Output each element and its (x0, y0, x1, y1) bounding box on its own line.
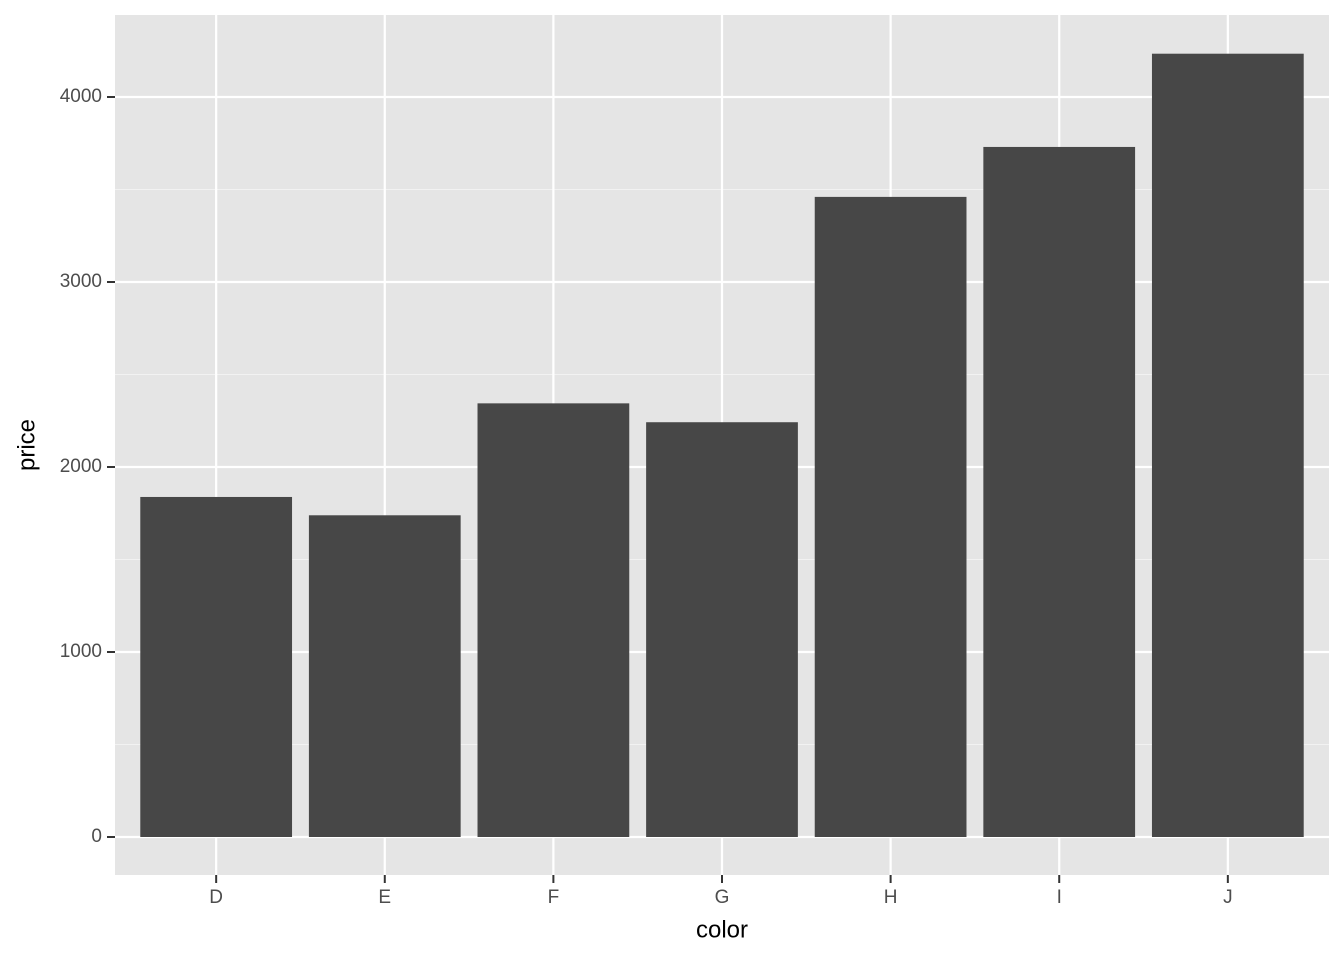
bar (1151, 53, 1304, 838)
y-axis-title: price (13, 419, 40, 471)
bar (646, 422, 798, 838)
x-tick-label: H (884, 887, 898, 908)
x-tick-label: I (1057, 887, 1062, 908)
y-tick-label: 3000 (60, 271, 102, 292)
x-tick-label: E (378, 887, 391, 908)
x-axis-title: color (696, 916, 748, 943)
bar (140, 496, 293, 838)
y-tick-label: 1000 (60, 641, 102, 662)
bar (983, 146, 1136, 838)
bar (477, 403, 630, 838)
y-tick-label: 4000 (60, 86, 102, 107)
x-tick-label: G (715, 887, 730, 908)
y-tick-label: 2000 (60, 456, 102, 477)
bar (308, 515, 461, 838)
y-tick-label: 0 (91, 826, 102, 847)
bar (814, 196, 967, 838)
x-tick-label: J (1223, 887, 1233, 908)
x-tick-label: D (209, 887, 223, 908)
x-tick-label: F (548, 887, 560, 908)
